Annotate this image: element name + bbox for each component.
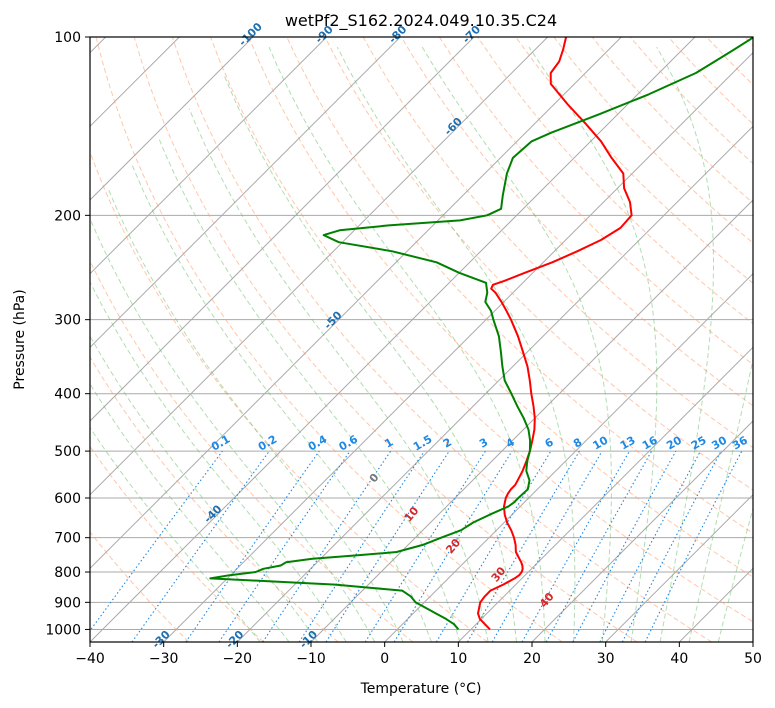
dewpoint-trace bbox=[209, 37, 753, 631]
isotherm-gridline bbox=[384, 272, 753, 642]
background-grid bbox=[90, 37, 753, 642]
x-tick-label: −40 bbox=[75, 651, 105, 667]
moist-adiabat-line bbox=[107, 188, 404, 642]
dry-adiabat-line bbox=[210, 37, 753, 623]
chart-title: wetPf2_S162.2024.049.10.35.C24 bbox=[285, 11, 557, 31]
moist-adiabat-line bbox=[131, 164, 432, 642]
isotherm-gridline bbox=[90, 37, 622, 570]
y-tick-label: 200 bbox=[54, 208, 81, 224]
mixing-ratio-lines bbox=[90, 450, 743, 642]
moist-adiabats bbox=[90, 46, 753, 642]
mixing-ratio-line bbox=[325, 450, 450, 642]
isotherm-gridline bbox=[605, 493, 753, 642]
moist-adiabat-line bbox=[90, 217, 376, 642]
y-tick-label: 800 bbox=[54, 565, 81, 581]
dry-adiabat-line bbox=[95, 37, 563, 642]
x-tick-label: −30 bbox=[149, 651, 179, 667]
axes: −40 −30 −20 −10 0 10 20 30 40 50 100 200 300 400 500 60… bbox=[45, 30, 762, 667]
x-tick-label: 20 bbox=[523, 651, 541, 667]
moist-adiabat-line bbox=[656, 46, 714, 642]
moist-adiabat-line bbox=[90, 335, 319, 642]
dry-adiabat-line bbox=[438, 37, 753, 366]
moist-adiabat-line bbox=[90, 280, 347, 642]
mixing-ratio-line bbox=[298, 450, 425, 642]
isotherm-gridline bbox=[90, 37, 254, 201]
x-tick-label: −10 bbox=[296, 651, 326, 667]
mixing-ratio-line bbox=[545, 450, 653, 642]
mixing-ratio-line bbox=[90, 450, 223, 632]
moist-adiabat-line bbox=[688, 357, 753, 642]
isotherm-gridline bbox=[90, 37, 549, 496]
x-tick-label: 30 bbox=[597, 651, 615, 667]
isotherm-gridline bbox=[236, 125, 753, 642]
isotherm-gridline bbox=[90, 37, 328, 275]
y-tick-label: 100 bbox=[54, 30, 81, 46]
x-tick-label: 50 bbox=[744, 651, 762, 667]
moist-adiabat-line bbox=[90, 382, 290, 642]
mixing-ratio-line bbox=[218, 450, 351, 642]
mixing-ratio-line bbox=[262, 450, 392, 642]
mixing-ratio-line bbox=[185, 450, 320, 642]
dry-adiabat-line bbox=[90, 150, 488, 642]
dry-adiabat-line bbox=[248, 37, 753, 578]
dry-adiabat-line bbox=[90, 356, 339, 642]
sounding-profiles bbox=[209, 37, 753, 631]
moist-adiabat-line bbox=[336, 46, 576, 642]
x-axis-title: Temperature (°C) bbox=[360, 681, 482, 697]
y-tick-label: 1000 bbox=[45, 622, 81, 638]
y-tick-label: 900 bbox=[54, 595, 81, 611]
dry-adiabat-line bbox=[171, 37, 712, 642]
isotherm-gridline bbox=[531, 420, 753, 642]
x-tick-label: −20 bbox=[223, 651, 253, 667]
mixing-ratio-line bbox=[131, 450, 270, 642]
dry-adiabat-line bbox=[90, 259, 414, 642]
moist-adiabat-line bbox=[158, 137, 461, 642]
mixing-ratio-line bbox=[644, 450, 743, 642]
mixing-ratio-line bbox=[393, 450, 513, 642]
moist-adiabat-line bbox=[223, 75, 517, 642]
temperature-trace bbox=[477, 37, 633, 631]
dry-adiabat-line bbox=[133, 37, 638, 642]
isotherm-gridline bbox=[90, 37, 696, 642]
dry-adiabats bbox=[90, 37, 753, 642]
moist-adiabat-line bbox=[421, 46, 612, 642]
isotherm-gridline bbox=[90, 37, 475, 422]
y-tick-label: 400 bbox=[54, 387, 81, 403]
x-tick-label: 0 bbox=[380, 651, 389, 667]
mixing-ratio-line bbox=[521, 450, 630, 642]
moist-adiabat-line bbox=[188, 108, 489, 642]
y-tick-label: 500 bbox=[54, 444, 81, 460]
x-tick-label: 40 bbox=[670, 651, 688, 667]
dry-adiabat-line bbox=[400, 37, 753, 407]
mixing-ratio-line bbox=[572, 450, 677, 642]
dry-adiabat-line bbox=[515, 37, 753, 284]
isotherm-gridline bbox=[163, 51, 753, 642]
isotherm-gridline bbox=[457, 346, 753, 642]
plot-frame bbox=[89, 36, 754, 643]
x-tick-label: 10 bbox=[449, 651, 467, 667]
isotherm-gridline bbox=[90, 37, 401, 349]
y-tick-label: 600 bbox=[54, 491, 81, 507]
moist-adiabat-line bbox=[90, 426, 261, 642]
y-tick-label: 300 bbox=[54, 313, 81, 329]
dry-adiabat-line bbox=[90, 531, 190, 642]
dry-adiabat-line bbox=[90, 445, 264, 642]
y-axis-title: Pressure (hPa) bbox=[12, 289, 28, 389]
y-tick-label: 700 bbox=[54, 531, 81, 547]
